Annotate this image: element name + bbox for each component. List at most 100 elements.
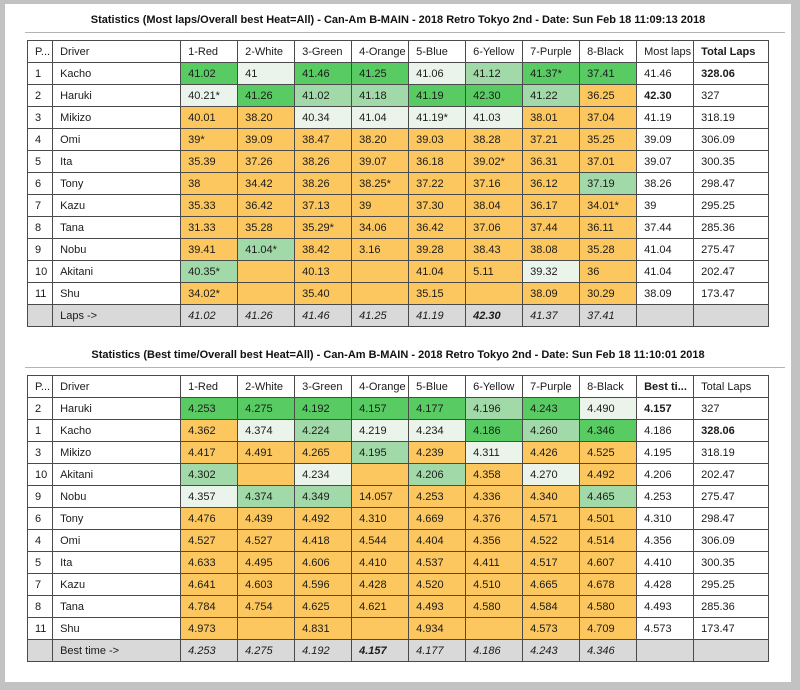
lap-cell: 4.439	[237, 507, 296, 530]
lap-cell: 37.04	[579, 106, 638, 129]
lap-cell: 4.514	[579, 529, 638, 552]
lap-cell: 41	[237, 62, 296, 85]
table-row: 1 Kacho 4.362 4.374 4.224 4.219 4.234 4.186 4.26…	[26, 419, 770, 442]
lap-cell: 41.19	[408, 84, 467, 107]
lap-cell: 38.09	[522, 282, 581, 305]
lap-cell: 41.26	[237, 84, 296, 107]
total-laps-cell: 285.36	[693, 216, 770, 239]
summary-cell: 38.26	[636, 172, 695, 195]
lap-cell: 4.418	[294, 529, 353, 552]
column-header-4-orange: 4-Orange	[351, 375, 410, 398]
header-row: P... Driver 1-Red 2-White 3-Green 4-Orange 5-B…	[26, 40, 770, 63]
lap-cell: 35.33	[180, 194, 239, 217]
lap-cell: 4.260	[522, 419, 581, 442]
lap-cell: 40.01	[180, 106, 239, 129]
lap-cell: 4.544	[351, 529, 410, 552]
lap-cell	[351, 617, 410, 640]
column-header-3-green: 3-Green	[294, 40, 353, 63]
lap-cell: 4.607	[579, 551, 638, 574]
lap-cell: 39*	[180, 128, 239, 151]
lap-cell: 41.04*	[237, 238, 296, 261]
footer-value: 4.253	[180, 639, 239, 662]
driver-cell: Ita	[52, 551, 182, 574]
lap-cell: 4.362	[180, 419, 239, 442]
summary-cell: 37.44	[636, 216, 695, 239]
driver-cell: Kazu	[52, 194, 182, 217]
lap-cell: 4.417	[180, 441, 239, 464]
table-row: 5 Ita 4.633 4.495 4.606 4.410 4.537 4.411 4.517 4…	[26, 551, 770, 574]
lap-cell: 40.21*	[180, 84, 239, 107]
lap-cell: 4.633	[180, 551, 239, 574]
column-header-8-black: 8-Black	[579, 375, 638, 398]
lap-cell: 4.349	[294, 485, 353, 508]
summary-cell: 4.253	[636, 485, 695, 508]
lap-cell: 4.492	[579, 463, 638, 486]
lap-cell: 35.28	[579, 238, 638, 261]
report-title-most-laps: Statistics (Most laps/Overall best Heat=…	[90, 14, 706, 26]
lap-cell: 39.02*	[465, 150, 524, 173]
table-row: 3 Mikizo 4.417 4.491 4.265 4.195 4.239 4.311 4.4…	[26, 441, 770, 464]
lap-cell: 37.06	[465, 216, 524, 239]
total-laps-cell: 327	[693, 84, 770, 107]
lap-cell: 40.13	[294, 260, 353, 283]
position-cell: 2	[26, 397, 54, 420]
lap-cell: 4.573	[522, 617, 581, 640]
driver-cell: Tony	[52, 507, 182, 530]
lap-cell: 38.26	[294, 150, 353, 173]
total-laps-cell: 298.47	[693, 507, 770, 530]
summary-cell: 4.195	[636, 441, 695, 464]
lap-cell	[237, 617, 296, 640]
lap-cell: 42.30	[465, 84, 524, 107]
lap-cell: 40.35*	[180, 260, 239, 283]
lap-cell: 4.709	[579, 617, 638, 640]
lap-cell: 38.42	[294, 238, 353, 261]
total-laps-cell: 318.19	[693, 106, 770, 129]
lap-cell: 4.195	[351, 441, 410, 464]
driver-cell: Shu	[52, 282, 182, 305]
total-laps-cell: 300.35	[693, 150, 770, 173]
column-header-driver: Driver	[52, 40, 182, 63]
driver-cell: Tana	[52, 595, 182, 618]
lap-cell: 38.28	[465, 128, 524, 151]
footer-position-cell	[26, 304, 54, 327]
column-header-2-white: 2-White	[237, 375, 296, 398]
lap-cell: 4.606	[294, 551, 353, 574]
lap-cell: 4.580	[579, 595, 638, 618]
footer-value: 4.186	[465, 639, 524, 662]
driver-cell: Kazu	[52, 573, 182, 596]
footer-empty-cell	[693, 304, 770, 327]
footer-position-cell	[26, 639, 54, 662]
summary-cell: 41.04	[636, 238, 695, 261]
report-page: Statistics (Most laps/Overall best Heat=…	[5, 4, 791, 682]
position-cell: 5	[26, 551, 54, 574]
column-header-8-black: 8-Black	[579, 40, 638, 63]
lap-cell: 37.26	[237, 150, 296, 173]
summary-cell: 4.356	[636, 529, 695, 552]
column-header-6-yellow: 6-Yellow	[465, 40, 524, 63]
lap-cell: 4.784	[180, 595, 239, 618]
position-cell: 6	[26, 507, 54, 530]
lap-cell: 4.346	[579, 419, 638, 442]
position-cell: 6	[26, 172, 54, 195]
title-divider	[25, 32, 785, 33]
lap-cell: 4.192	[294, 397, 353, 420]
lap-cell: 4.476	[180, 507, 239, 530]
lap-cell: 37.30	[408, 194, 467, 217]
lap-cell: 4.501	[579, 507, 638, 530]
lap-cell: 4.669	[408, 507, 467, 530]
total-laps-cell: 318.19	[693, 441, 770, 464]
lap-cell	[465, 617, 524, 640]
total-laps-cell: 306.09	[693, 529, 770, 552]
lap-cell: 37.13	[294, 194, 353, 217]
footer-value: 4.177	[408, 639, 467, 662]
table-row: 5 Ita 35.39 37.26 38.26 39.07 36.18 39.02* 36.31…	[26, 150, 770, 173]
lap-cell: 38.01	[522, 106, 581, 129]
lap-cell: 35.15	[408, 282, 467, 305]
lap-cell: 4.270	[522, 463, 581, 486]
driver-cell: Tana	[52, 216, 182, 239]
lap-cell: 31.33	[180, 216, 239, 239]
position-cell: 8	[26, 216, 54, 239]
lap-cell	[351, 282, 410, 305]
lap-cell: 4.527	[180, 529, 239, 552]
column-header-5-blue: 5-Blue	[408, 375, 467, 398]
